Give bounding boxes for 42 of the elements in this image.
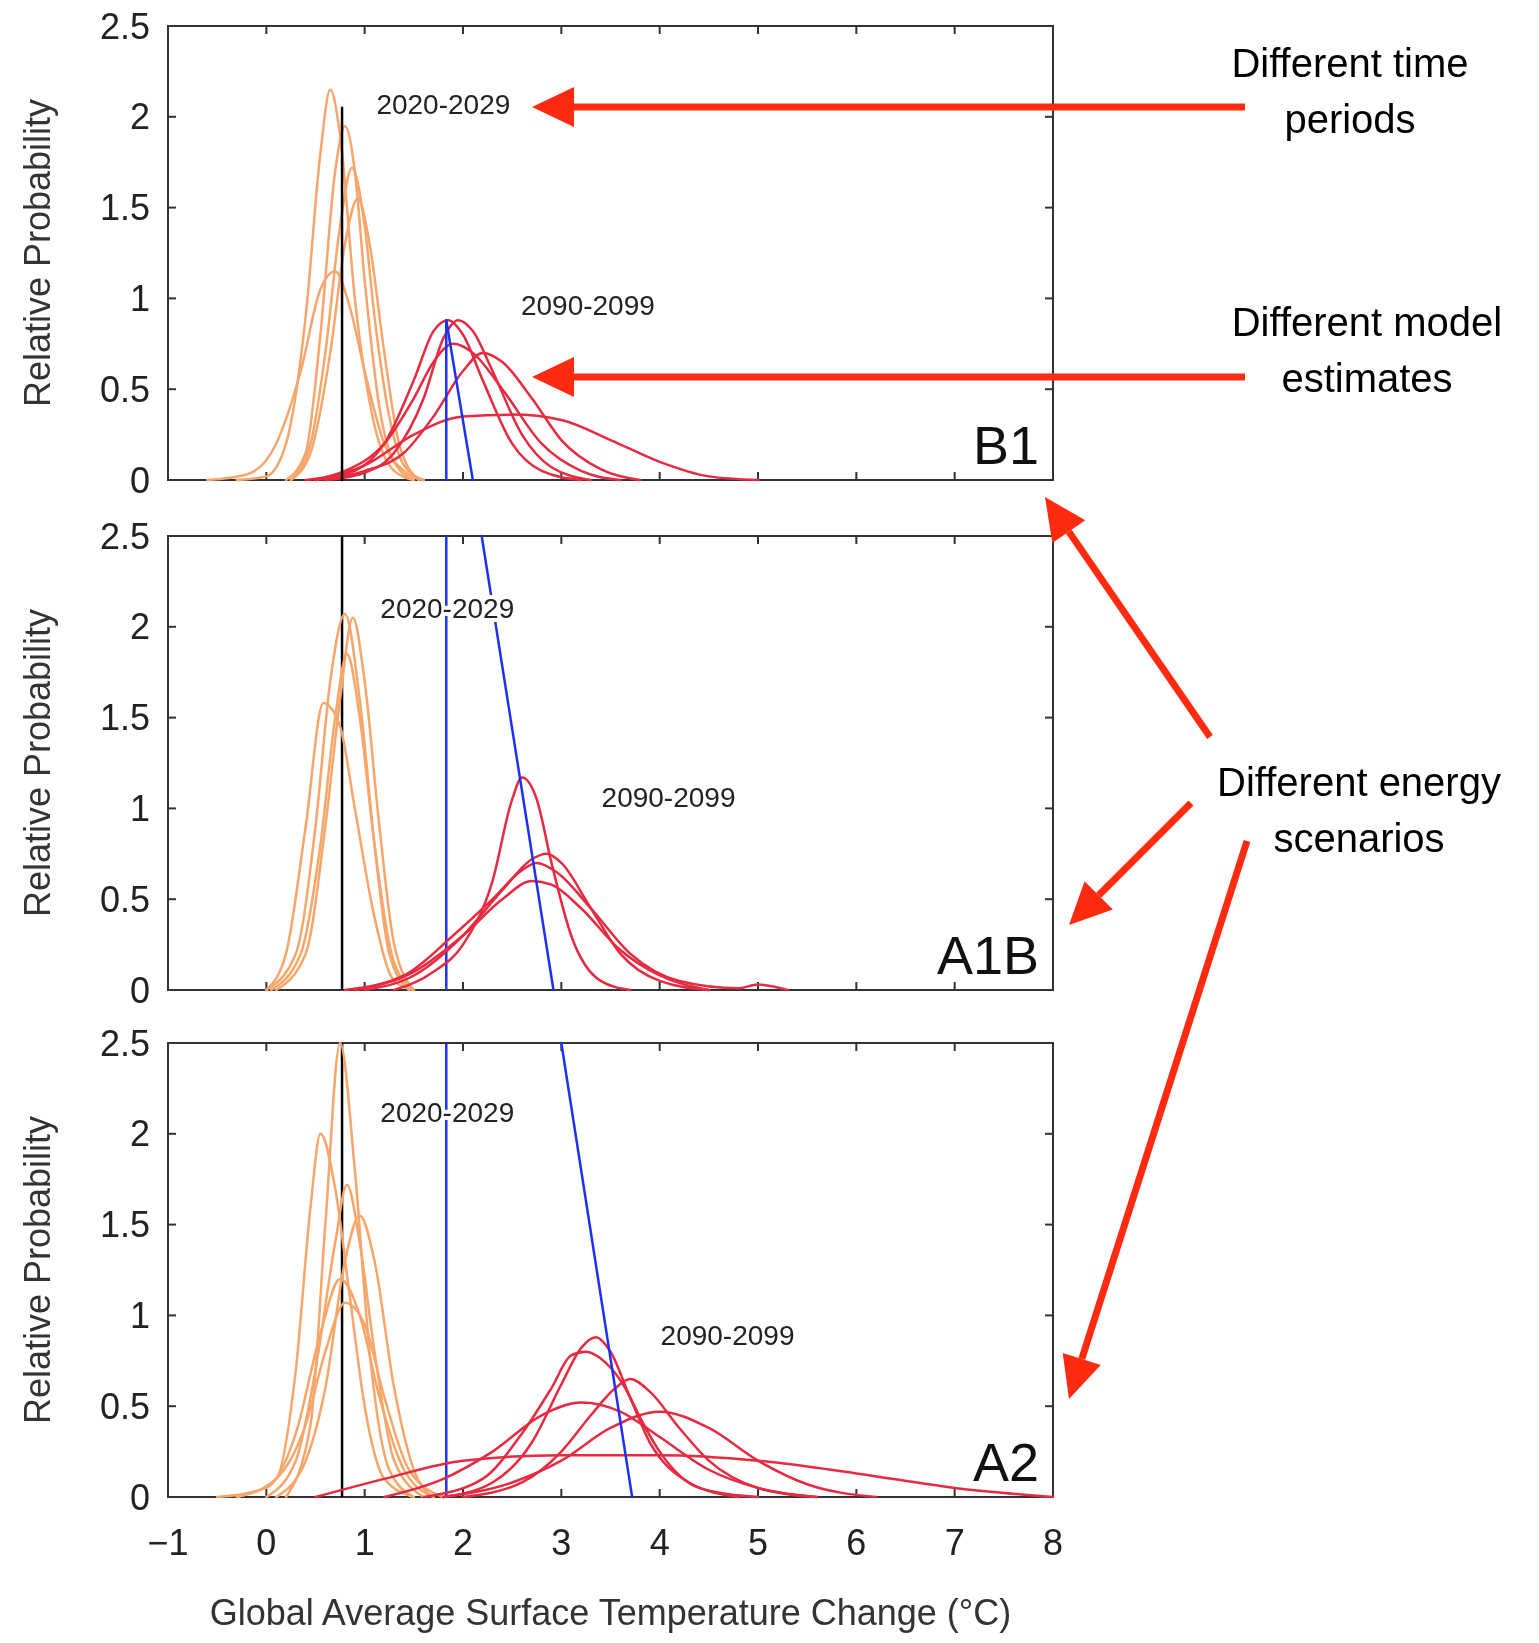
y-tick-label: 2: [129, 1113, 150, 1155]
y-axis-title: Relative Probability: [17, 1115, 58, 1425]
y-tick-label: 0: [129, 969, 150, 1011]
text: A1B: [936, 925, 1039, 985]
x-tick-label: 4: [649, 1522, 670, 1563]
x-axis-title: Global Average Surface Temperature Change (°C): [209, 1592, 1012, 1633]
x-tick-label: 2: [452, 1522, 474, 1563]
text: Different time periods: [1231, 41, 1469, 141]
text: A2: [972, 1432, 1039, 1492]
annotation: 2090-2099: [520, 290, 655, 322]
y-tick-label: 1.5: [99, 697, 150, 739]
x-tick-label: 8: [1042, 1522, 1064, 1563]
y-tick-label: 2.5: [99, 515, 150, 557]
text: B1: [972, 415, 1039, 475]
y-tick-label: 2: [129, 96, 150, 138]
x-tick-label: 3: [551, 1522, 572, 1563]
text: Different energy scenarios: [1217, 760, 1501, 860]
y-tick-label: 0: [129, 459, 150, 501]
y-tick-label: 0.5: [99, 878, 150, 920]
x-tick-label: 7: [944, 1522, 965, 1563]
y-tick-label: 0: [129, 1476, 150, 1518]
x-tick-label: 0: [256, 1522, 277, 1563]
y-axis-title: Relative Probability: [17, 608, 58, 918]
y-tick-label: 0.5: [99, 368, 150, 410]
y-tick-label: 1: [129, 788, 150, 829]
y-tick-label: 2.5: [99, 1022, 150, 1064]
y-tick-label: 2.5: [99, 5, 150, 47]
x-tick-label: 5: [747, 1522, 769, 1563]
y-tick-label: 1.5: [99, 1204, 150, 1246]
y-tick-label: 1: [129, 1295, 150, 1336]
x-tick-label: −1: [147, 1522, 189, 1563]
x-tick-label: 6: [846, 1522, 867, 1563]
annotation: 2090-2099: [660, 1320, 795, 1352]
y-tick-label: 2: [129, 606, 150, 648]
x-tick-label: 1: [354, 1522, 375, 1563]
y-tick-label: 1.5: [99, 187, 150, 229]
text: Different model estimates: [1231, 300, 1503, 400]
y-axis-title: Relative Probability: [17, 98, 58, 408]
y-tick-label: 0.5: [99, 1385, 150, 1427]
y-tick-label: 1: [129, 278, 150, 319]
annotation: 2090-2099: [601, 782, 736, 814]
annotation: 2020-2029: [376, 88, 511, 120]
